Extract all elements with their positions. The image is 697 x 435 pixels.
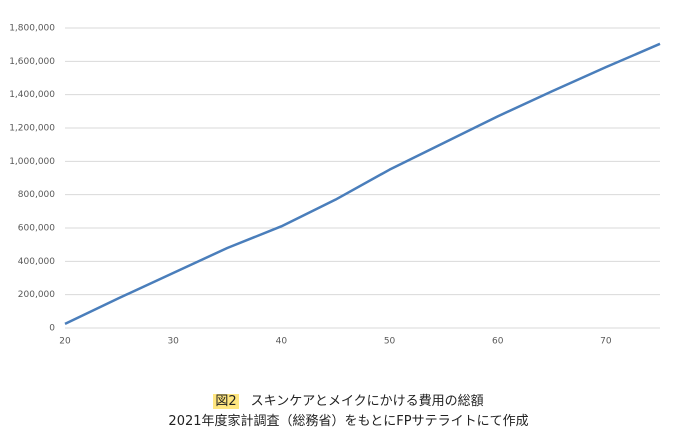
y-tick-label: 1,000,000 bbox=[9, 157, 55, 167]
chart-title: スキンケアとメイクにかける費用の総額 bbox=[250, 394, 484, 409]
y-tick-label: 1,800,000 bbox=[9, 24, 55, 34]
y-tick-label: 1,600,000 bbox=[9, 57, 55, 67]
caption-line: 図2 スキンケアとメイクにかける費用の総額 bbox=[0, 392, 697, 412]
data-line bbox=[64, 42, 661, 325]
y-tick-label: 200,000 bbox=[18, 290, 55, 300]
y-tick-label: 0 bbox=[49, 324, 55, 334]
y-tick-label: 600,000 bbox=[18, 224, 55, 234]
x-tick-label: 50 bbox=[384, 337, 396, 347]
y-tick-label: 1,400,000 bbox=[9, 90, 55, 100]
y-tick-label: 400,000 bbox=[18, 257, 55, 267]
source: 2021年度家計調査（総務省）をもとにFPサテライトにて作成 bbox=[168, 414, 529, 429]
x-tick-label: 70 bbox=[600, 337, 612, 347]
y-tick-label: 800,000 bbox=[18, 190, 55, 200]
caption: 図2 スキンケアとメイクにかける費用の総額 2021年度家計調査（総務省）をもとに… bbox=[0, 392, 697, 432]
y-tick-label: 1,200,000 bbox=[9, 124, 55, 134]
figure-label: 図2 bbox=[213, 394, 239, 409]
chart: 0 200,000 400,000 600,000 800,000 1,000,000 1,… bbox=[9, 24, 661, 347]
x-tick-label: 30 bbox=[167, 337, 179, 347]
x-tick-label: 60 bbox=[492, 337, 504, 347]
x-tick-label: 40 bbox=[276, 337, 288, 347]
x-tick-label: 20 bbox=[59, 337, 71, 347]
